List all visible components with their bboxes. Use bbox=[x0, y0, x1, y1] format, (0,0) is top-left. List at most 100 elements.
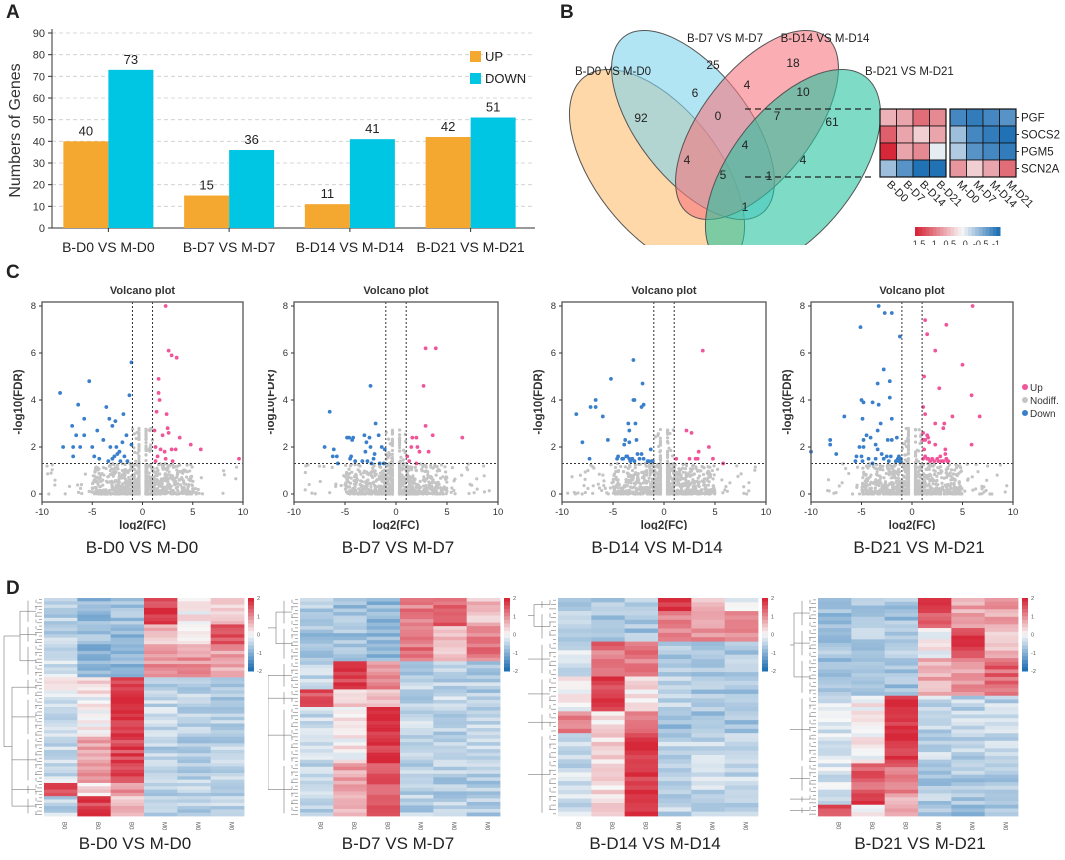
nodiff-point bbox=[952, 485, 956, 490]
nodiff-point bbox=[622, 492, 626, 496]
up-point bbox=[423, 346, 428, 351]
down-point bbox=[113, 419, 118, 424]
nodiff-point bbox=[834, 491, 838, 495]
heatmap-cell bbox=[177, 746, 212, 751]
bar-down bbox=[349, 139, 395, 228]
nodiff-point bbox=[194, 490, 198, 495]
nodiff-point bbox=[373, 472, 377, 476]
y-tick-label: 4 bbox=[551, 395, 556, 406]
up-point bbox=[706, 445, 711, 449]
nodiff-point bbox=[597, 472, 601, 476]
heatmap-cell bbox=[144, 637, 178, 642]
nodiff-point bbox=[373, 486, 377, 490]
nodiff-point bbox=[369, 485, 373, 489]
heatmap-cell bbox=[77, 667, 112, 672]
heatmap-cell bbox=[210, 756, 245, 761]
down-point bbox=[876, 304, 881, 308]
nodiff-point bbox=[906, 469, 911, 473]
heatmap-cell bbox=[433, 721, 468, 725]
nodiff-point bbox=[917, 468, 921, 472]
down-point bbox=[330, 454, 335, 459]
up-point bbox=[166, 431, 171, 435]
nodiff-point bbox=[952, 483, 956, 487]
nodiff-point bbox=[384, 430, 388, 435]
heatmap-cell bbox=[879, 159, 897, 178]
nodiff-point bbox=[923, 488, 927, 493]
nodiff-point bbox=[397, 476, 402, 480]
nodiff-point bbox=[891, 468, 896, 473]
nodiff-point bbox=[450, 466, 455, 470]
heatmap-cell bbox=[210, 637, 245, 642]
nodiff-point bbox=[155, 472, 160, 476]
nodiff-point bbox=[902, 479, 907, 484]
heatmap-cell bbox=[44, 683, 78, 688]
nodiff-point bbox=[149, 487, 153, 491]
nodiff-point bbox=[721, 491, 725, 495]
heatmap-cell bbox=[400, 731, 434, 736]
heatmap-cell bbox=[210, 753, 245, 757]
nodiff-point bbox=[413, 465, 417, 469]
legend-label-down: DOWN bbox=[485, 71, 526, 86]
nodiff-point bbox=[408, 478, 412, 482]
nodiff-point bbox=[840, 481, 844, 485]
nodiff-point bbox=[221, 469, 226, 473]
nodiff-point bbox=[617, 491, 621, 495]
heatmap-cell bbox=[466, 714, 501, 718]
nodiff-point bbox=[365, 479, 369, 483]
nodiff-point bbox=[897, 480, 901, 484]
nodiff-point bbox=[643, 461, 647, 466]
heatmap-cell bbox=[333, 696, 368, 701]
heatmap-cell bbox=[466, 699, 501, 704]
nodiff-point bbox=[45, 464, 49, 468]
heatmap-cell bbox=[210, 733, 245, 738]
heatmap-cell bbox=[433, 756, 468, 761]
heatmap-cell bbox=[400, 626, 434, 631]
heatmap-cell bbox=[77, 733, 112, 738]
heatmap-cell bbox=[144, 621, 178, 625]
bar-up bbox=[184, 195, 230, 228]
nodiff-point bbox=[182, 482, 187, 486]
nodiff-point bbox=[702, 477, 707, 481]
nodiff-point bbox=[135, 463, 139, 468]
nodiff-point bbox=[692, 481, 696, 486]
heatmap-cell bbox=[110, 611, 145, 615]
nodiff-point bbox=[985, 478, 989, 482]
nodiff-point bbox=[684, 492, 688, 496]
down-point bbox=[367, 435, 372, 440]
nodiff-point bbox=[957, 492, 961, 496]
heatmap-cell bbox=[110, 660, 145, 665]
nodiff-point bbox=[370, 475, 375, 480]
nodiff-point bbox=[221, 491, 225, 495]
venn-region-count: 4 bbox=[684, 153, 691, 167]
nodiff-point bbox=[78, 486, 83, 490]
nodiff-point bbox=[386, 464, 390, 468]
nodiff-point bbox=[445, 480, 449, 484]
nodiff-point bbox=[348, 481, 353, 485]
down-point bbox=[625, 454, 630, 459]
nodiff-point bbox=[906, 452, 911, 456]
heatmap-cell bbox=[333, 707, 368, 711]
down-point bbox=[834, 452, 839, 456]
up-point bbox=[162, 449, 167, 454]
nodiff-point bbox=[918, 475, 922, 480]
down-point bbox=[376, 433, 381, 438]
heatmap-cell bbox=[110, 716, 145, 721]
nodiff-point bbox=[635, 476, 639, 481]
heatmap-cell bbox=[999, 159, 1017, 178]
heatmap-cell bbox=[300, 742, 334, 747]
heatmap-cell bbox=[366, 671, 401, 676]
heatmap-cell bbox=[77, 677, 112, 681]
nodiff-point bbox=[624, 477, 628, 482]
heatmap-cell bbox=[177, 598, 212, 602]
down-point bbox=[893, 459, 898, 463]
nodiff-point bbox=[482, 464, 486, 468]
heatmap-cell bbox=[466, 647, 501, 652]
nodiff-point bbox=[896, 476, 901, 480]
heatmap-cell bbox=[300, 763, 334, 768]
down-point bbox=[639, 405, 644, 409]
nodiff-point bbox=[963, 489, 967, 493]
heatmap-cell bbox=[433, 640, 468, 645]
nodiff-point bbox=[144, 479, 148, 483]
venn-region-count: 5 bbox=[720, 168, 727, 182]
heatmap-cell bbox=[110, 621, 145, 625]
